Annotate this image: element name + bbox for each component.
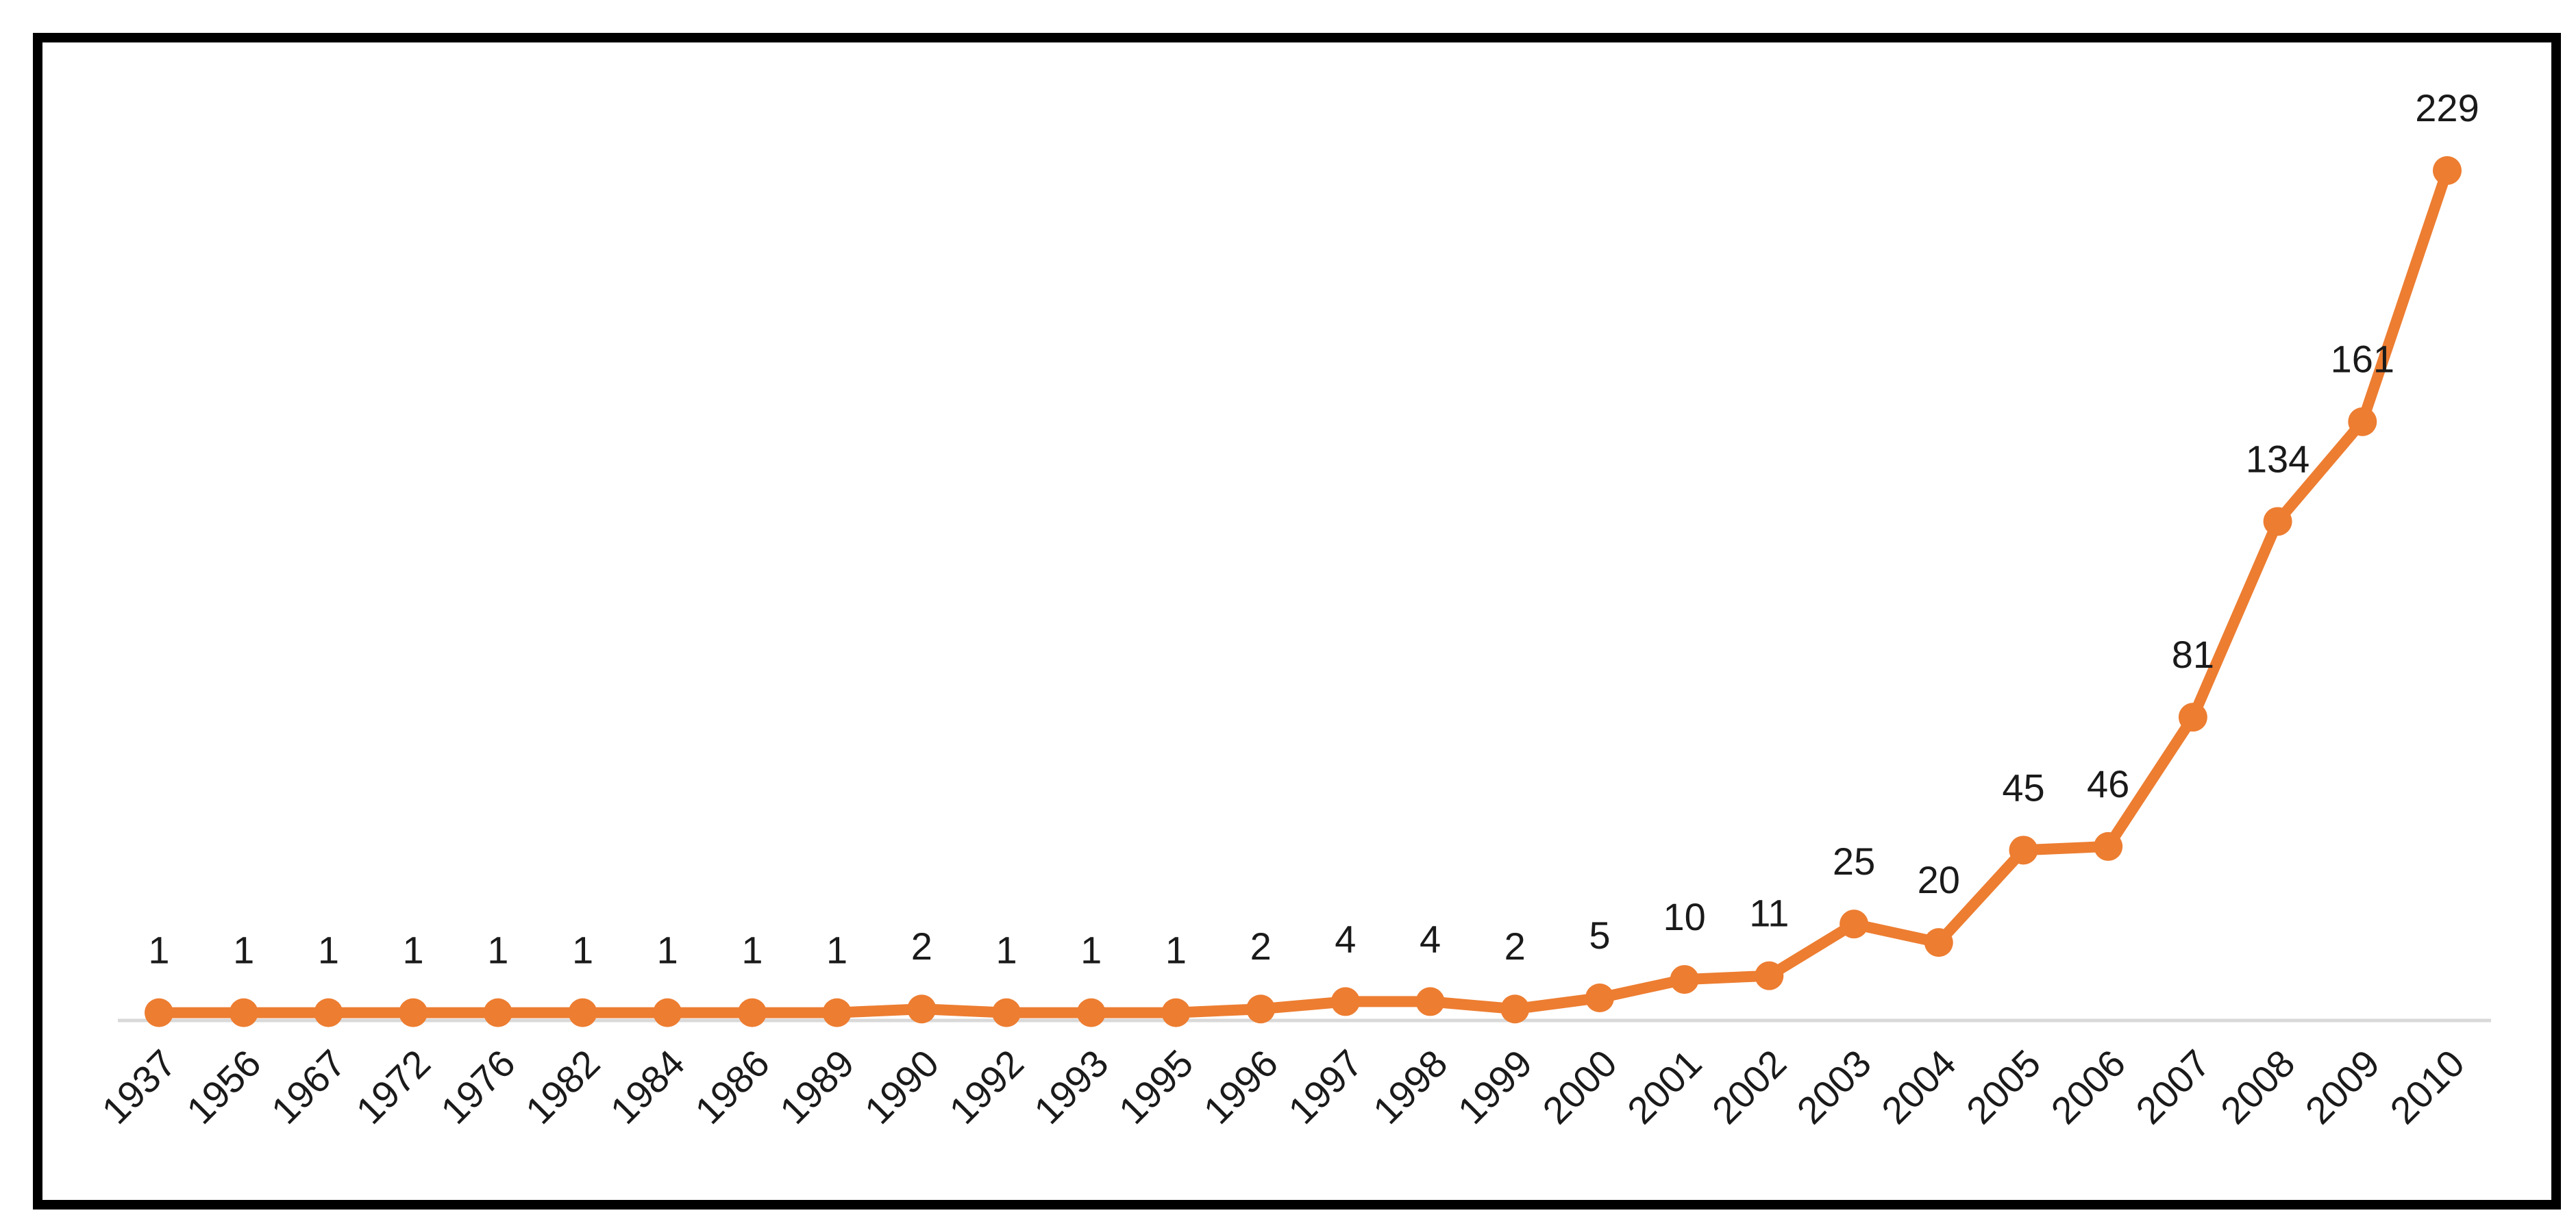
data-point-1982 [568,998,597,1027]
x-tick-1967: 1967 [263,1041,354,1132]
data-points [145,156,2462,1027]
data-label-1998: 4 [1420,917,1441,960]
x-tick-2006: 2006 [2042,1041,2133,1132]
data-point-2010 [2433,156,2462,185]
data-point-2006 [2094,831,2123,861]
x-tick-2008: 2008 [2212,1041,2303,1132]
data-label-1984: 1 [657,929,678,972]
x-tick-2003: 2003 [1788,1041,1879,1132]
data-label-1996: 2 [1250,925,1272,968]
data-label-1999: 2 [1504,925,1526,968]
x-tick-1990: 1990 [856,1041,948,1132]
x-tick-2010: 2010 [2381,1041,2473,1132]
x-tick-1993: 1993 [1026,1041,1117,1132]
x-tick-1972: 1972 [347,1041,438,1132]
data-point-2009 [2348,407,2377,436]
x-tick-1996: 1996 [1195,1041,1286,1132]
data-label-1993: 1 [1080,929,1102,972]
data-label-2005: 45 [2002,766,2044,809]
data-label-1990: 2 [911,925,932,968]
data-label-1937: 1 [148,929,169,972]
data-label-2009: 161 [2331,338,2394,381]
data-label-1972: 1 [403,929,424,972]
x-tick-2004: 2004 [1873,1041,1964,1132]
data-point-1999 [1500,994,1530,1024]
data-point-1995 [1161,998,1191,1027]
x-tick-1989: 1989 [771,1041,863,1132]
x-tick-2007: 2007 [2127,1041,2218,1132]
data-point-2003 [1840,910,1869,939]
data-point-1986 [737,998,767,1027]
data-point-2000 [1585,983,1614,1013]
data-label-1967: 1 [318,929,339,972]
data-label-1976: 1 [487,929,508,972]
x-tick-2005: 2005 [1958,1041,2049,1132]
x-tick-1976: 1976 [432,1041,523,1132]
series-line [153,165,2453,1018]
data-label-1992: 1 [995,929,1017,972]
data-label-1986: 1 [741,929,763,972]
data-label-2006: 46 [2087,762,2129,805]
data-point-1984 [653,998,682,1027]
data-point-2005 [2009,836,2038,865]
x-tick-1997: 1997 [1280,1041,1371,1132]
data-point-2004 [1924,928,1953,957]
data-point-2008 [2263,507,2292,536]
x-tick-2000: 2000 [1534,1041,1625,1132]
x-tick-1995: 1995 [1111,1041,1202,1132]
x-tick-1998: 1998 [1365,1041,1456,1132]
data-label-2003: 25 [1833,840,1875,883]
data-point-1990 [907,994,937,1024]
data-label-2001: 10 [1663,895,1706,938]
x-tick-1982: 1982 [517,1041,608,1132]
data-label-2000: 5 [1589,914,1610,957]
data-point-1972 [399,998,428,1027]
data-label-2002: 11 [1749,892,1789,935]
data-label-2004: 20 [1918,858,1960,901]
x-tick-1956: 1956 [178,1041,269,1132]
data-point-1998 [1415,987,1445,1016]
data-label-1982: 1 [572,929,593,972]
data-point-1956 [229,998,258,1027]
x-tick-1986: 1986 [686,1041,778,1132]
x-tick-labels: 1937195619671972197619821984198619891990… [93,1041,2473,1132]
data-label-2010: 229 [2415,86,2479,129]
data-label-1997: 4 [1335,917,1356,960]
x-tick-1937: 1937 [93,1041,184,1132]
data-point-1937 [145,998,173,1027]
data-label-2007: 81 [2172,633,2214,676]
x-tick-2009: 2009 [2297,1041,2388,1132]
data-point-1993 [1076,998,1106,1027]
data-point-2001 [1670,965,1699,994]
data-point-1996 [1246,994,1276,1024]
data-point-2002 [1755,961,1784,990]
data-label-1956: 1 [233,929,254,972]
data-point-2007 [2178,703,2207,732]
x-tick-1992: 1992 [941,1041,1032,1132]
x-tick-2001: 2001 [1619,1041,1710,1132]
x-tick-1984: 1984 [602,1041,693,1132]
x-tick-2002: 2002 [1704,1041,1795,1132]
x-tick-1999: 1999 [1450,1041,1541,1132]
data-point-1989 [822,998,852,1027]
data-point-1976 [483,998,512,1027]
data-point-1997 [1330,987,1360,1016]
data-point-1992 [992,998,1021,1027]
data-label-1995: 1 [1165,929,1187,972]
data-label-2008: 134 [2246,437,2309,480]
data-label-1989: 1 [826,929,847,972]
data-point-1967 [314,998,343,1027]
